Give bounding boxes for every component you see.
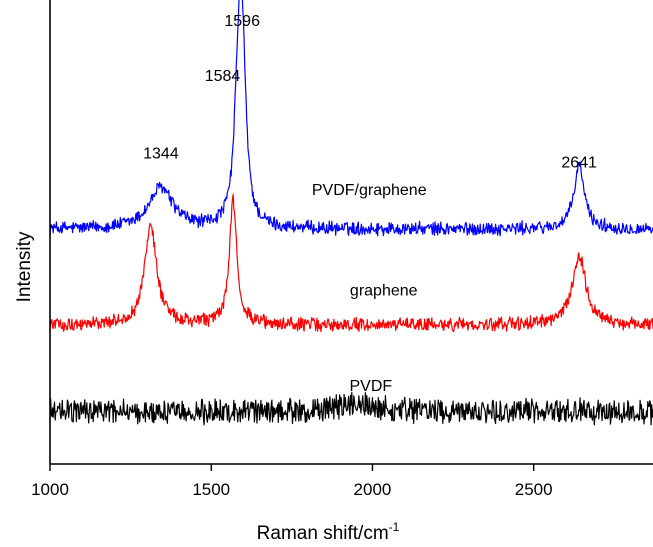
y-axis-title: Intensity	[14, 231, 35, 302]
x-tick-label: 1500	[192, 480, 230, 499]
x-tick-label: 2000	[354, 480, 392, 499]
annotation-label: PVDF	[350, 378, 393, 395]
annotation-label: 1344	[143, 145, 179, 162]
annotations: 1596 1584 1344 2641 PVDF/graphene graphene PVD…	[143, 13, 597, 395]
series-layer	[49, 0, 653, 426]
series-graphene	[49, 193, 653, 333]
annotation-label: 1596	[224, 13, 260, 30]
annotation-label: 1584	[205, 68, 241, 85]
series-pvdf	[49, 391, 653, 426]
annotation-label: PVDF/graphene	[312, 182, 427, 199]
x-tick-label: 2500	[515, 480, 553, 499]
x-axis-ticks: 1000 1500 2000 2500	[31, 464, 553, 499]
annotation-label: graphene	[350, 282, 418, 299]
annotation-label: 2641	[561, 155, 597, 172]
x-axis-title: Raman shift/cm-1	[257, 520, 400, 544]
series-pvdf-graphene	[49, 0, 653, 237]
x-tick-label: 1000	[31, 480, 69, 499]
